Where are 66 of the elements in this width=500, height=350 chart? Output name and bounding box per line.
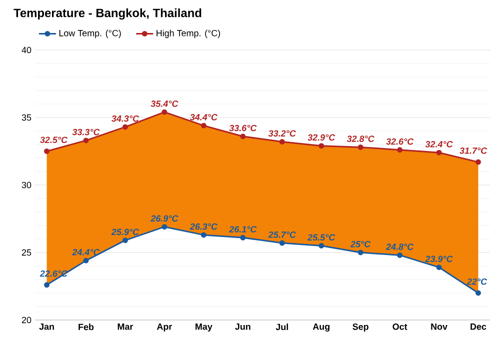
point	[240, 234, 246, 240]
data-label: 23.9°C	[425, 256, 453, 262]
data-label: 32.6°C	[386, 138, 414, 145]
x-tick-label: Feb	[78, 324, 94, 330]
point	[397, 147, 403, 153]
x-tick-label: Apr	[156, 324, 172, 332]
point	[318, 243, 324, 248]
legend-label: Low Temp. (°C)	[59, 30, 121, 38]
point	[476, 290, 481, 296]
point	[44, 148, 50, 154]
chart-title: Temperature - Bangkok, Thailand	[14, 8, 202, 20]
point	[318, 143, 324, 149]
x-tick-label: Jul	[276, 324, 288, 330]
data-label: 24.8°C	[386, 244, 414, 250]
point	[162, 109, 168, 115]
y-tick-label: 20	[22, 316, 32, 324]
x-tick-label: Aug	[312, 324, 330, 332]
x-tick-label: Dec	[470, 324, 486, 330]
x-tick-label: Jun	[235, 324, 250, 330]
point	[358, 144, 364, 150]
data-label: 32.4°C	[425, 141, 453, 148]
x-tick-label: Jan	[39, 324, 54, 330]
point	[358, 250, 364, 256]
point	[162, 224, 168, 230]
x-tick-label: Mar	[118, 324, 134, 330]
data-label: 33.6°C	[229, 124, 257, 132]
data-label: 26.9°C	[150, 215, 178, 222]
data-label: 25.9°C	[111, 228, 140, 236]
point	[83, 138, 89, 144]
y-tick-label: 40	[22, 46, 32, 54]
data-label: 25.7°C	[268, 231, 296, 238]
data-label: 25.5°C	[307, 234, 336, 241]
data-label: 24.4°C	[72, 249, 100, 256]
point	[122, 238, 128, 244]
data-label: 32.5°C	[40, 136, 68, 144]
legend-label: High Temp. (°C)	[156, 30, 220, 38]
point	[279, 240, 285, 246]
data-label: 33.2°C	[268, 130, 296, 137]
y-tick-label: 35	[22, 114, 32, 121]
point	[476, 159, 481, 165]
data-label: 31.7°C	[460, 147, 488, 154]
data-label: 25°C	[350, 240, 371, 248]
x-tick-label: Sep	[352, 324, 368, 332]
data-label: 34.3°C	[112, 115, 140, 122]
point	[44, 282, 50, 288]
point	[83, 258, 89, 264]
y-tick-label: 25	[22, 249, 32, 256]
x-tick-label: Nov	[431, 324, 448, 330]
point	[200, 232, 206, 238]
data-label: 26.3°C	[190, 223, 218, 230]
data-label: 32.8°C	[346, 136, 374, 142]
point	[200, 122, 206, 128]
y-tick-label: 30	[22, 182, 32, 188]
point	[279, 139, 285, 145]
point	[122, 124, 128, 130]
data-label: 32.9°C	[308, 134, 336, 141]
data-label: 34.4°C	[190, 114, 218, 120]
point	[436, 264, 442, 270]
x-tick-label: Oct	[392, 324, 408, 330]
data-label: 26.1°C	[229, 226, 257, 232]
point	[436, 150, 442, 156]
point	[240, 134, 246, 140]
data-label: 35.4°C	[150, 100, 178, 107]
x-tick-label: May	[196, 324, 212, 332]
point	[397, 252, 403, 258]
data-label: 33.3°C	[72, 128, 100, 136]
